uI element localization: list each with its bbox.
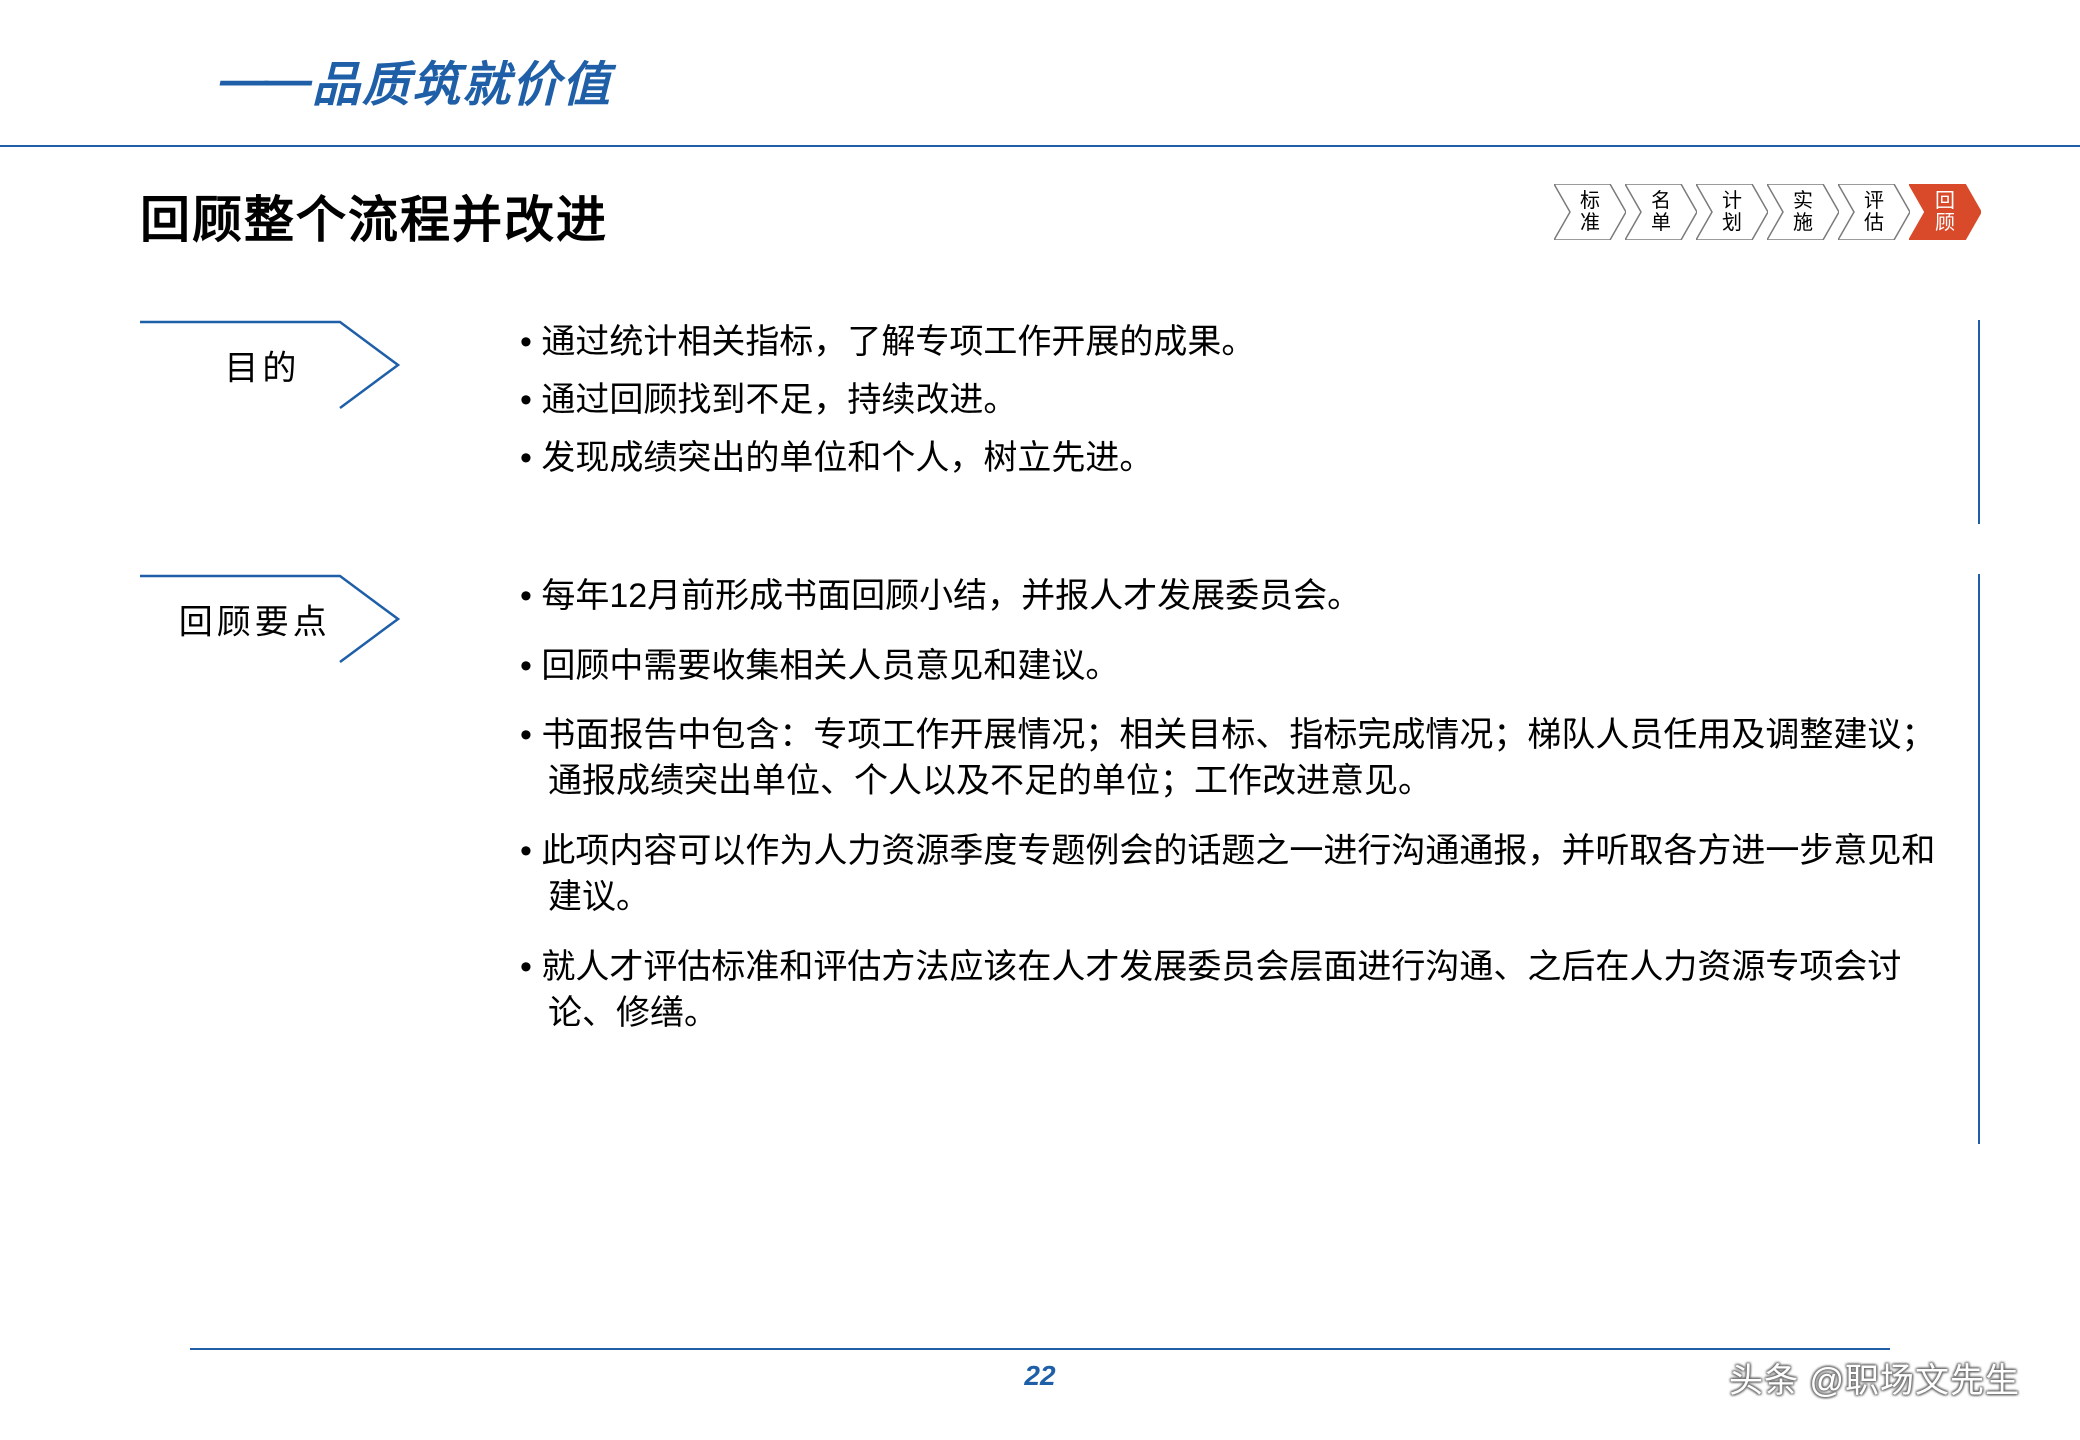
section-body: 通过统计相关指标，了解专项工作开展的成果。通过回顾找到不足，持续改进。发现成绩突… xyxy=(520,320,1980,524)
bullet-item: 此项内容可以作为人力资源季度专题例会的话题之一进行沟通通报，并听取各方进一步意见… xyxy=(520,829,1948,921)
tagline-text: 品质筑就价值 xyxy=(312,45,612,115)
title-row: 回顾整个流程并改进 标 准 名 单 计 划 实 施 评 估 回 顾 xyxy=(140,180,1980,252)
slide: —— 品质筑就价值 回顾整个流程并改进 标 准 名 单 计 划 实 施 评 估 回 顾 目… xyxy=(0,0,2080,1440)
breadcrumb-step-label: 实 施 xyxy=(1793,190,1813,234)
breadcrumb-step-label: 计 划 xyxy=(1722,190,1742,234)
header-rule xyxy=(0,145,2080,147)
section-label: 回顾要点 xyxy=(179,594,331,643)
section-label-wrap: 回顾要点 xyxy=(140,574,400,664)
breadcrumb-step-label: 回 顾 xyxy=(1935,190,1955,234)
bullet-item: 每年12月前形成书面回顾小结，并报人才发展委员会。 xyxy=(520,574,1948,620)
breadcrumb-step-label: 标 准 xyxy=(1580,190,1600,234)
bullet-item: 就人才评估标准和评估方法应该在人才发展委员会层面进行沟通、之后在人力资源专项会讨… xyxy=(520,945,1948,1037)
breadcrumb-step-2: 计 划 xyxy=(1696,184,1768,240)
bullet-list: 通过统计相关指标，了解专项工作开展的成果。通过回顾找到不足，持续改进。发现成绩突… xyxy=(520,320,1948,482)
content-area: 目的 通过统计相关指标，了解专项工作开展的成果。通过回顾找到不足，持续改进。发现成… xyxy=(140,320,1980,1194)
footer-rule xyxy=(190,1348,1890,1350)
watermark: 头条 @职场文先生 xyxy=(1729,1353,2020,1402)
tagline-dash: —— xyxy=(220,53,308,108)
breadcrumb-step-5: 回 顾 xyxy=(1909,184,1981,240)
bullet-item: 书面报告中包含：专项工作开展情况；相关目标、指标完成情况；梯队人员任用及调整建议… xyxy=(520,713,1948,805)
section-0: 目的 通过统计相关指标，了解专项工作开展的成果。通过回顾找到不足，持续改进。发现成… xyxy=(140,320,1980,524)
section-body: 每年12月前形成书面回顾小结，并报人才发展委员会。回顾中需要收集相关人员意见和建… xyxy=(520,574,1980,1144)
bullet-item: 通过统计相关指标，了解专项工作开展的成果。 xyxy=(520,320,1948,366)
page-number: 22 xyxy=(1024,1360,1055,1392)
bullet-list: 每年12月前形成书面回顾小结，并报人才发展委员会。回顾中需要收集相关人员意见和建… xyxy=(520,574,1948,1037)
breadcrumb-step-label: 名 单 xyxy=(1651,190,1671,234)
header-tagline: —— 品质筑就价值 xyxy=(220,45,612,115)
breadcrumb-step-1: 名 单 xyxy=(1625,184,1697,240)
section-label-wrap: 目的 xyxy=(140,320,400,410)
section-label: 目的 xyxy=(224,341,300,390)
breadcrumb-step-3: 实 施 xyxy=(1767,184,1839,240)
bullet-item: 发现成绩突出的单位和个人，树立先进。 xyxy=(520,436,1948,482)
bullet-item: 回顾中需要收集相关人员意见和建议。 xyxy=(520,644,1948,690)
page-title: 回顾整个流程并改进 xyxy=(140,180,608,252)
breadcrumb-step-4: 评 估 xyxy=(1838,184,1910,240)
breadcrumb-step-0: 标 准 xyxy=(1554,184,1626,240)
breadcrumb: 标 准名 单计 划实 施评 估回 顾 xyxy=(1554,184,1980,240)
section-1: 回顾要点 每年12月前形成书面回顾小结，并报人才发展委员会。回顾中需要收集相关人员… xyxy=(140,574,1980,1144)
breadcrumb-step-label: 评 估 xyxy=(1864,190,1884,234)
bullet-item: 通过回顾找到不足，持续改进。 xyxy=(520,378,1948,424)
